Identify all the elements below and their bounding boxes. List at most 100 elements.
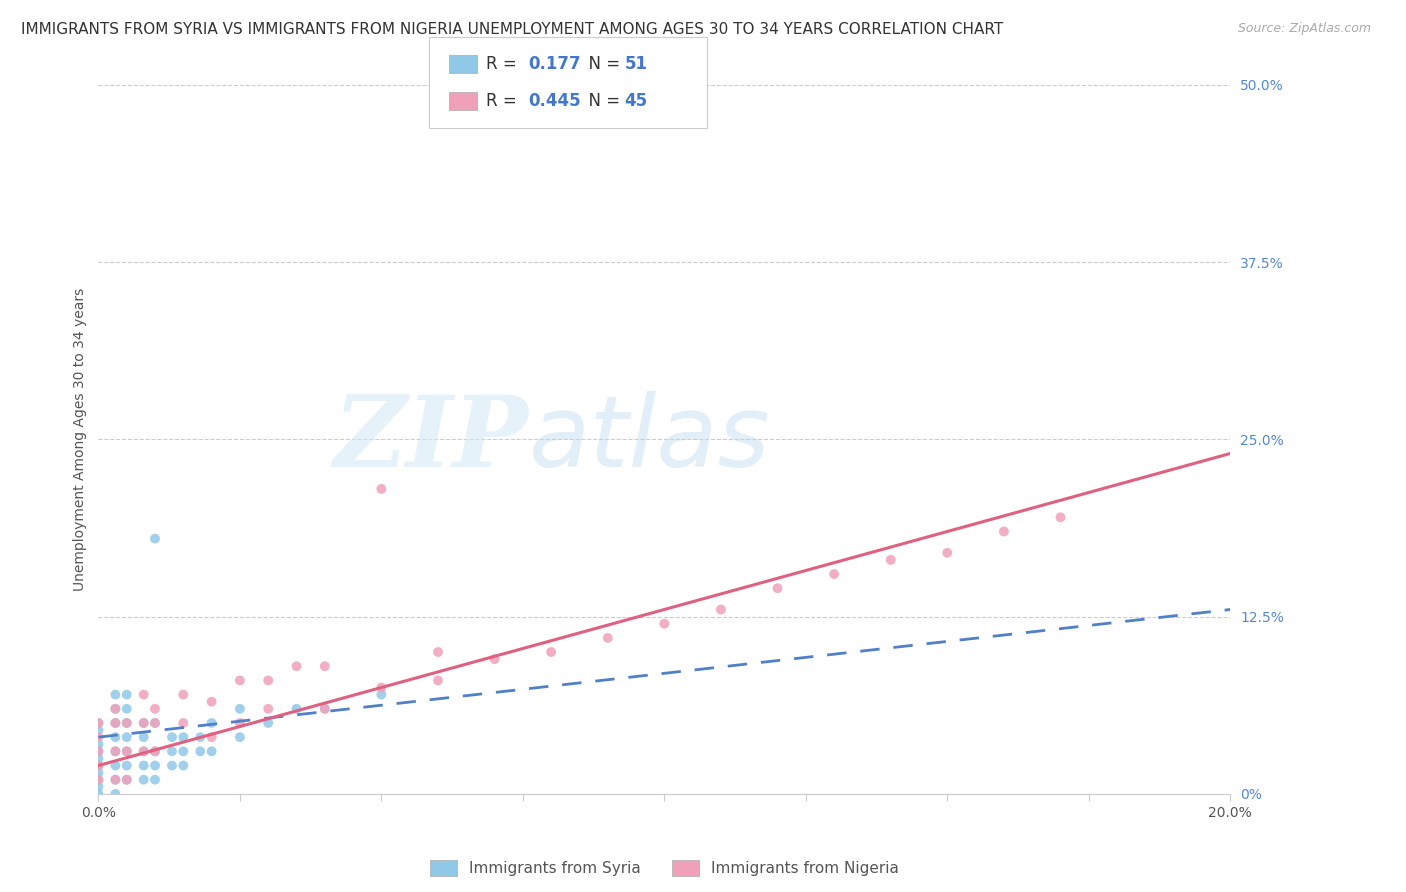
Point xyxy=(188,730,211,744)
Point xyxy=(936,546,959,560)
Text: 51: 51 xyxy=(624,55,647,73)
Point xyxy=(87,744,110,758)
Point xyxy=(87,737,110,751)
Point xyxy=(87,730,110,744)
Point xyxy=(993,524,1015,539)
Point xyxy=(427,645,450,659)
Point xyxy=(104,715,127,730)
Text: R =: R = xyxy=(486,92,527,110)
Point xyxy=(87,723,110,737)
Point xyxy=(257,673,280,688)
Point xyxy=(115,688,138,702)
Point xyxy=(87,744,110,758)
Point xyxy=(143,702,166,716)
Text: Source: ZipAtlas.com: Source: ZipAtlas.com xyxy=(1237,22,1371,36)
Point xyxy=(87,751,110,765)
Point xyxy=(87,772,110,787)
Point xyxy=(87,772,110,787)
Point xyxy=(229,702,252,716)
Point xyxy=(104,772,127,787)
Point xyxy=(132,715,155,730)
Point xyxy=(484,652,506,666)
Point xyxy=(104,688,127,702)
Point xyxy=(143,772,166,787)
Point xyxy=(823,567,845,582)
Text: 0.177: 0.177 xyxy=(529,55,581,73)
Point xyxy=(143,532,166,546)
Point xyxy=(540,645,562,659)
Point xyxy=(87,715,110,730)
Text: IMMIGRANTS FROM SYRIA VS IMMIGRANTS FROM NIGERIA UNEMPLOYMENT AMONG AGES 30 TO 3: IMMIGRANTS FROM SYRIA VS IMMIGRANTS FROM… xyxy=(21,22,1004,37)
Point xyxy=(132,744,155,758)
Point xyxy=(132,772,155,787)
Point xyxy=(143,744,166,758)
Point xyxy=(314,659,336,673)
Point xyxy=(172,688,194,702)
Point xyxy=(652,616,676,631)
Point xyxy=(201,715,224,730)
Point xyxy=(87,758,110,772)
Point xyxy=(201,730,224,744)
Point xyxy=(143,758,166,772)
Point xyxy=(201,695,224,709)
Point xyxy=(427,673,450,688)
Point xyxy=(188,744,211,758)
Point xyxy=(314,702,336,716)
Point xyxy=(710,602,733,616)
Point xyxy=(104,787,127,801)
Point xyxy=(285,659,308,673)
Point xyxy=(172,744,194,758)
Point xyxy=(104,715,127,730)
Point xyxy=(257,702,280,716)
Point xyxy=(115,715,138,730)
Point xyxy=(370,681,392,695)
Point xyxy=(257,715,280,730)
Point xyxy=(104,702,127,716)
Text: ZIP: ZIP xyxy=(333,391,529,488)
Point xyxy=(87,715,110,730)
Point xyxy=(115,744,138,758)
Point xyxy=(104,772,127,787)
Point xyxy=(115,772,138,787)
Point xyxy=(115,758,138,772)
Text: 0.445: 0.445 xyxy=(529,92,581,110)
Point xyxy=(370,482,392,496)
Text: N =: N = xyxy=(578,55,630,73)
Point xyxy=(314,702,336,716)
Point xyxy=(201,744,224,758)
Point xyxy=(285,702,308,716)
Point xyxy=(229,673,252,688)
Point xyxy=(160,730,183,744)
Point xyxy=(115,730,138,744)
Point xyxy=(132,744,155,758)
Point xyxy=(132,715,155,730)
Point xyxy=(132,688,155,702)
Point xyxy=(115,702,138,716)
Point xyxy=(160,744,183,758)
Point xyxy=(880,553,903,567)
Point xyxy=(229,715,252,730)
Text: N =: N = xyxy=(578,92,630,110)
Point xyxy=(87,787,110,801)
Point xyxy=(132,758,155,772)
Point xyxy=(143,715,166,730)
Point xyxy=(104,702,127,716)
Point xyxy=(87,780,110,794)
Text: 45: 45 xyxy=(624,92,647,110)
Point xyxy=(229,730,252,744)
Text: R =: R = xyxy=(486,55,527,73)
Legend: Immigrants from Syria, Immigrants from Nigeria: Immigrants from Syria, Immigrants from N… xyxy=(423,854,905,882)
Point xyxy=(132,730,155,744)
Point xyxy=(143,744,166,758)
Point xyxy=(143,715,166,730)
Point xyxy=(160,758,183,772)
Y-axis label: Unemployment Among Ages 30 to 34 years: Unemployment Among Ages 30 to 34 years xyxy=(73,288,87,591)
Point xyxy=(172,715,194,730)
Point xyxy=(104,730,127,744)
Point xyxy=(596,631,619,645)
Point xyxy=(104,744,127,758)
Point xyxy=(172,758,194,772)
Text: atlas: atlas xyxy=(529,391,770,488)
Point xyxy=(87,765,110,780)
Point xyxy=(172,730,194,744)
